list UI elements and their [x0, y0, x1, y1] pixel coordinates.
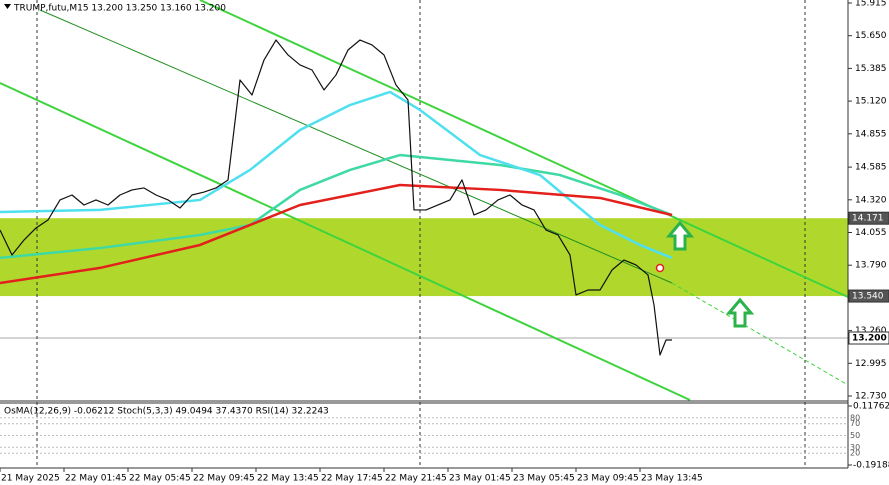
price-line [0, 183, 673, 285]
price-line [0, 153, 673, 260]
y-tick-label: 13.790 [855, 261, 887, 271]
zone [0, 218, 848, 297]
x-tick-label: 23 May 09:45 [577, 474, 639, 484]
indicator-title: OsMA(12,26,9) -0.06212 Stoch(5,3,3) 49.0… [4, 407, 329, 417]
x-tick-label: 23 May 05:45 [513, 474, 575, 484]
x-tick-label: 22 May 17:45 [321, 474, 383, 484]
y-tick-label: 14.055 [855, 228, 887, 238]
channel-line [0, 82, 691, 401]
x-tick-label: 23 May 13:45 [641, 474, 703, 484]
x-tick-label: 23 May 01:45 [449, 474, 511, 484]
up-arrow [725, 297, 755, 328]
level-label: 70 [850, 419, 860, 428]
y-tick-label: 12.995 [855, 359, 887, 369]
y-tick-label: 12.730 [855, 392, 887, 402]
y-tick-label: 14.585 [855, 163, 887, 173]
trend-line [39, 9, 673, 284]
x-tick-label: 22 May 09:45 [193, 474, 255, 484]
y-tick-label: 13.260 [855, 326, 887, 336]
price-line [0, 39, 672, 356]
trend-line [671, 282, 849, 386]
x-tick-label: 22 May 13:45 [257, 474, 319, 484]
level-label: 50 [850, 431, 860, 440]
price-label-box [848, 289, 889, 303]
y-tick-label: 15.385 [855, 64, 887, 74]
price-label-box [848, 211, 889, 225]
x-tick-label: 21 May 2025 [1, 474, 60, 484]
x-tick-label: 22 May 21:45 [385, 474, 447, 484]
menu-triangle[interactable] [4, 4, 11, 9]
y-tick-label: 14.855 [855, 129, 887, 139]
y-tick-label: 15.120 [855, 97, 887, 107]
x-tick-label: 22 May 01:45 [65, 474, 127, 484]
osc-tick-label: 0.11762 [853, 402, 889, 412]
level-label: 30 [850, 443, 860, 452]
level-label: 20 [850, 449, 860, 458]
chart-title: TRUMP,futu,M15 13.200 13.250 13.160 13.2… [13, 4, 226, 14]
y-tick-label: 14.320 [855, 195, 887, 205]
signals [655, 220, 755, 328]
price-label: 13.200 [852, 334, 887, 344]
series-layer [0, 39, 673, 356]
price-label: 14.171 [852, 214, 884, 224]
grid-layer [36, 0, 806, 468]
osc-tick-label: -0.19188 [853, 461, 889, 471]
x-tick-label: 22 May 05:45 [129, 474, 191, 484]
up-arrow [665, 220, 695, 251]
channel-line [199, 0, 849, 298]
level-label: 80 [850, 413, 860, 422]
trend-lines [0, 0, 849, 401]
y-tick-label: 15.915 [855, 0, 887, 9]
price-label-box [848, 331, 889, 345]
signal-dot [655, 263, 665, 273]
y-tick-label: 15.650 [855, 31, 887, 41]
price-line [0, 90, 673, 260]
price-label: 13.540 [852, 292, 884, 302]
